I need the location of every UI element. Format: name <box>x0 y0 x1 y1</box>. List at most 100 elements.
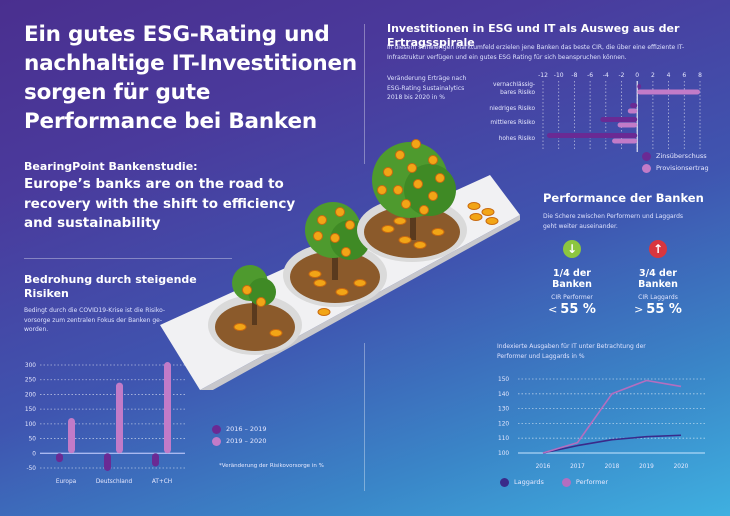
legend-dot-icon <box>642 151 651 161</box>
y-tick-label: 100 <box>25 422 36 428</box>
coin-icon <box>467 202 481 210</box>
bar <box>68 417 75 454</box>
x-tick-label: -4 <box>603 72 609 79</box>
performer-stat: ↓ 1/4 der Banken CIR Performer <55 % <box>548 240 596 317</box>
coin-icon <box>413 179 423 189</box>
planter-small <box>208 265 302 355</box>
x-tick-label: 2 <box>651 72 655 79</box>
bar <box>104 453 111 471</box>
series-line-laggards <box>542 434 682 454</box>
coin-icon <box>428 191 438 201</box>
coin-icon <box>401 199 411 209</box>
esg-chart-note: Veränderung Erträge nach ESG-Rating Sust… <box>387 75 467 101</box>
esg-bar-chart: -12 -10 -8 -6 -4 -2 0 2 4 6 8 vernachlässig-bares R… <box>489 72 702 152</box>
x-tick-label: 2018 <box>605 464 620 470</box>
category-label: hohes Risiko <box>499 136 536 142</box>
coin-icon <box>335 288 349 296</box>
legend-dot-icon <box>500 477 509 487</box>
legend-dot-icon <box>642 163 651 173</box>
legend-item: Provisionsertrag <box>642 162 709 174</box>
risk-bar-chart: 300 250 200 150 100 50 0 -50 Europa Deutschland AT… <box>25 362 185 485</box>
bar <box>152 453 159 467</box>
performance-text: Die Schere zwischen Performern und Lagga… <box>543 213 684 230</box>
coin-icon <box>407 163 417 173</box>
y-tick-label: 140 <box>498 392 509 398</box>
y-tick-label: 0 <box>32 451 36 457</box>
coin-icon <box>431 228 445 236</box>
coin-icon <box>308 270 322 278</box>
legend-item: Zinsüberschuss <box>642 150 709 162</box>
coin-icon <box>411 139 421 149</box>
laggard-stat: ↑ 3/4 der Banken CIR Laggards >55 % <box>634 240 682 317</box>
coin-icon <box>341 247 351 257</box>
risk-footnote: *Veränderung der Risikovorsorge in % <box>219 463 324 469</box>
legend-item: 2019 – 2020 <box>212 435 266 447</box>
coin-icon <box>256 297 266 307</box>
coin-icon <box>393 217 407 225</box>
bar <box>630 103 638 108</box>
page-subtitle: Europe’s banks are on the road to recove… <box>24 176 296 231</box>
category-label: mittleres Risiko <box>490 120 535 126</box>
coin-icon <box>381 225 395 233</box>
arrow-up-icon: ↑ <box>649 240 667 258</box>
risk-title: Bedrohung durch steigende Risiken <box>24 273 197 300</box>
page-title: Ein gutes ESG-Rating und nachhaltige IT-… <box>24 22 357 134</box>
legend-item: Performer <box>561 476 608 488</box>
planter-medium <box>283 202 387 307</box>
it-line-chart: 150 140 130 120 110 100 2016 2017 2018 2019 2020 <box>498 377 705 470</box>
bar <box>546 133 638 138</box>
bar <box>627 108 638 114</box>
coin-icon <box>469 213 483 221</box>
divider <box>364 343 365 491</box>
planter-large <box>357 139 467 262</box>
divider <box>364 24 365 164</box>
y-tick-label: 200 <box>25 392 36 398</box>
bar <box>637 84 642 89</box>
category-label: Deutschland <box>96 479 133 485</box>
series-line-performer <box>542 379 682 454</box>
coin-icon <box>345 220 355 230</box>
coin-icon <box>419 205 429 215</box>
coin-icon <box>233 323 247 331</box>
x-tick-label: 4 <box>667 72 671 79</box>
legend-dot-icon <box>212 436 221 446</box>
legend-dot-icon <box>561 477 571 487</box>
category-label: AT+CH <box>152 479 172 485</box>
x-tick-label: -8 <box>571 72 577 79</box>
y-tick-label: 250 <box>25 378 36 384</box>
y-tick-label: 150 <box>498 377 509 383</box>
esg-legend: Zinsüberschuss Provisionsertrag <box>642 150 709 174</box>
coin-icon <box>485 217 499 225</box>
x-tick-label: 2020 <box>674 464 689 470</box>
performance-title: Performance der Banken <box>543 191 704 205</box>
x-tick-label: 0 <box>635 72 639 79</box>
legend-item: Laggards <box>500 476 544 488</box>
coin-icon <box>398 236 412 244</box>
x-tick-label: -6 <box>587 72 593 79</box>
it-legend: Laggards Performer <box>500 476 608 488</box>
x-tick-label: -10 <box>554 72 564 79</box>
coin-icon <box>242 285 252 295</box>
coin-icon <box>413 241 427 249</box>
risk-text: Bedingt durch die COVID19-Krise ist die … <box>24 307 166 333</box>
x-tick-label: 2017 <box>570 464 585 470</box>
coin-icon <box>393 185 403 195</box>
x-tick-label: -2 <box>619 72 625 79</box>
coin-icon <box>313 279 327 287</box>
legend-dot-icon <box>212 424 221 434</box>
category-label: niedriges Risiko <box>489 106 535 112</box>
x-tick-label: 2019 <box>639 464 654 470</box>
coin-icon <box>317 215 327 225</box>
coin-icon <box>317 308 331 316</box>
coin-icon <box>353 279 367 287</box>
bar <box>164 362 171 454</box>
x-tick-label: -12 <box>538 72 548 79</box>
bar <box>612 138 638 144</box>
esg-text: In diesem schwierigen Marktumfeld erziel… <box>387 44 685 61</box>
study-kicker: BearingPoint Bankenstudie: <box>24 160 198 173</box>
risk-legend: 2016 – 2019 2019 – 2020 <box>212 423 266 447</box>
coin-icon <box>377 185 387 195</box>
category-label: vernachlässig- <box>493 82 535 88</box>
y-tick-label: 150 <box>25 407 36 413</box>
esg-title: Investitionen in ESG und IT als Ausweg a… <box>387 22 680 49</box>
